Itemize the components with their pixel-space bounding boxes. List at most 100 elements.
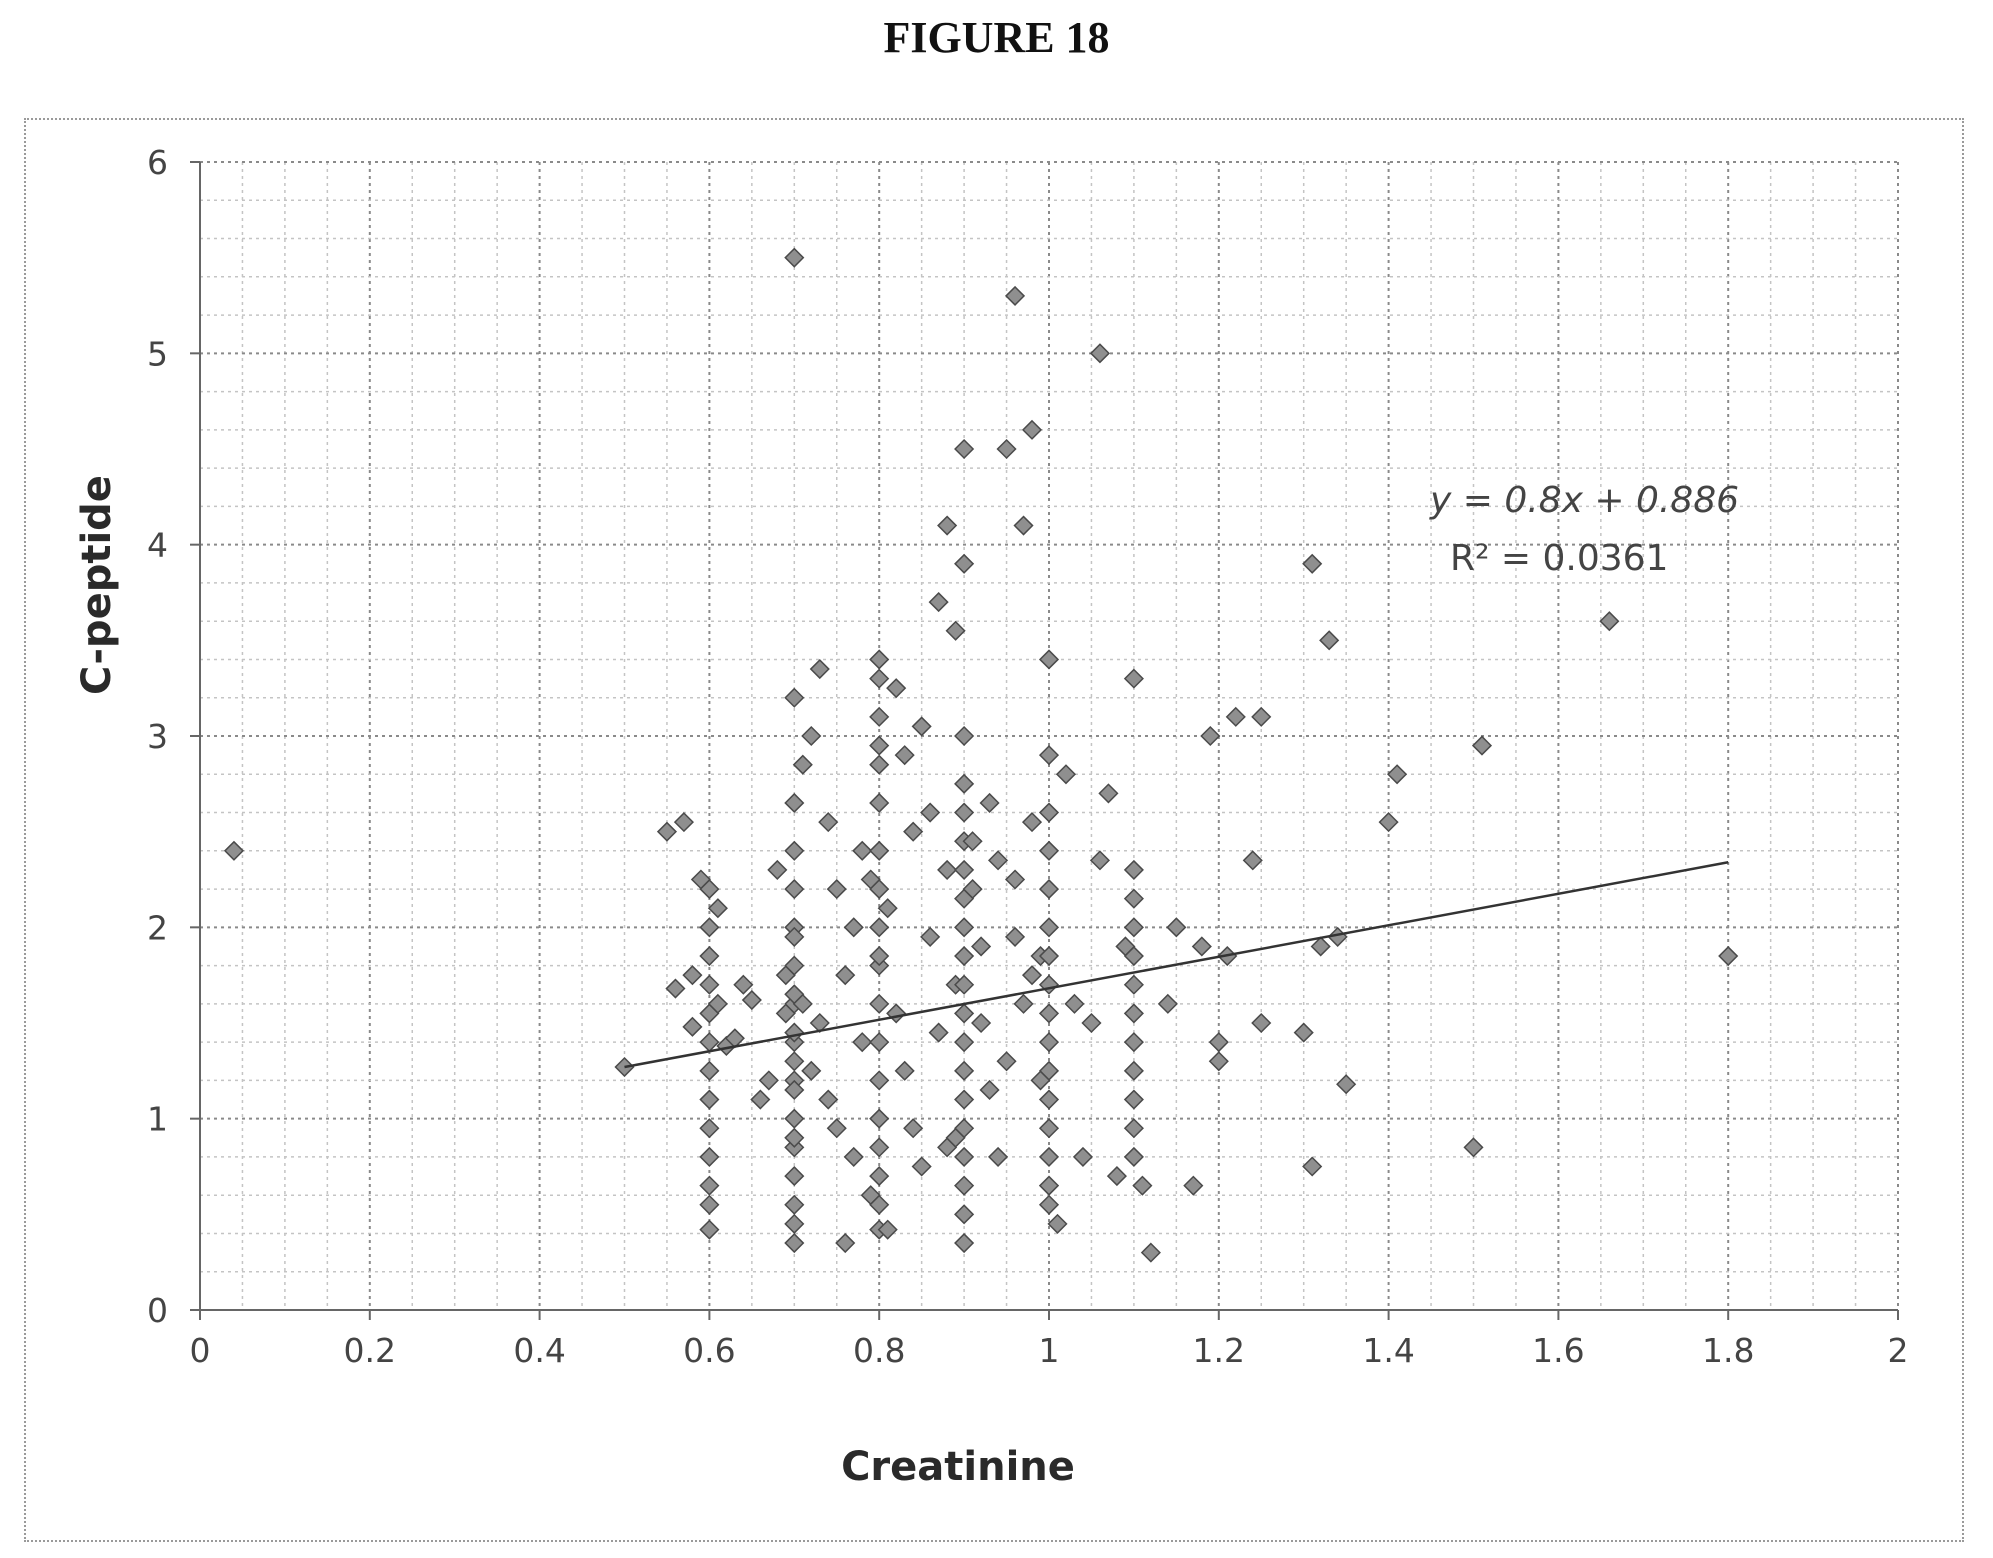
data-point: [656, 821, 678, 842]
data-point: [1038, 802, 1060, 823]
data-point: [1021, 812, 1043, 833]
data-point: [1038, 1194, 1060, 1215]
data-point: [784, 1051, 805, 1072]
data-point: [784, 687, 805, 708]
data-point: [894, 1060, 915, 1081]
data-point: [1021, 419, 1043, 440]
data-point: [1038, 1032, 1060, 1053]
data-point: [954, 553, 975, 574]
data-point: [1123, 917, 1144, 938]
data-point: [673, 812, 694, 833]
data-point: [792, 993, 813, 1014]
data-point: [996, 438, 1017, 460]
data-point: [1718, 945, 1739, 967]
data-point: [1123, 1060, 1144, 1081]
data-point: [1038, 649, 1060, 670]
data-points: [223, 247, 1739, 1263]
data-point: [911, 716, 932, 737]
data-point: [682, 965, 703, 986]
data-point: [707, 898, 728, 919]
x-tick-label: 1.2: [1193, 1331, 1245, 1370]
data-point: [869, 993, 890, 1014]
data-point: [869, 1070, 890, 1091]
data-point: [869, 1108, 890, 1129]
data-point: [971, 1012, 992, 1034]
data-point: [954, 1146, 975, 1167]
data-point: [1038, 1175, 1060, 1196]
data-point: [1038, 917, 1060, 938]
data-point: [699, 1175, 720, 1196]
data-point: [962, 879, 983, 900]
y-axis-label: C-peptide: [74, 475, 120, 695]
data-point: [937, 515, 958, 536]
data-point: [894, 745, 915, 766]
data-point: [1123, 1146, 1144, 1167]
y-tick-label: 0: [147, 1291, 168, 1330]
data-point: [954, 1204, 975, 1225]
data-point: [954, 725, 975, 747]
data-point: [1038, 879, 1060, 900]
data-point: [1038, 1118, 1060, 1139]
data-point: [1310, 936, 1331, 957]
data-point: [886, 1003, 907, 1024]
data-point: [699, 1146, 720, 1167]
y-tick-label: 6: [147, 143, 168, 182]
data-point: [1251, 1012, 1272, 1034]
data-point: [1123, 859, 1144, 880]
data-point: [869, 649, 890, 670]
data-point: [869, 1194, 890, 1215]
data-point: [1013, 515, 1034, 536]
data-point: [1140, 1242, 1161, 1263]
x-tick-label: 1.8: [1702, 1331, 1754, 1370]
data-point: [1191, 936, 1212, 957]
data-point: [1208, 1032, 1229, 1053]
data-point: [869, 792, 890, 814]
data-point: [784, 1213, 805, 1234]
data-point: [699, 1032, 720, 1053]
x-tick-label: 1.4: [1362, 1331, 1414, 1370]
data-point: [979, 792, 1000, 814]
data-point: [869, 917, 890, 938]
data-point: [877, 898, 898, 919]
data-point: [928, 1022, 949, 1043]
data-point: [1106, 1166, 1127, 1187]
x-tick-label: 0.8: [853, 1331, 905, 1370]
data-point: [1599, 611, 1620, 632]
chart-frame: 0 0.2 0.4 0.6 0.8 1 1.2 1.4 1.6 1.8 2 0 1 2 3 4 5 6 Creat…: [24, 118, 1964, 1542]
data-point: [1471, 735, 1493, 756]
y-tick-label: 1: [147, 1100, 168, 1139]
data-point: [1208, 1051, 1229, 1072]
data-point: [826, 879, 847, 900]
data-point: [1038, 1060, 1060, 1081]
data-point: [928, 592, 949, 613]
data-point: [1013, 993, 1034, 1014]
data-point: [1089, 850, 1111, 871]
data-point: [996, 1051, 1017, 1072]
data-point: [1038, 974, 1060, 995]
data-point: [1123, 888, 1144, 909]
data-point: [954, 1232, 975, 1254]
data-point: [699, 945, 720, 967]
data-point: [826, 1118, 847, 1139]
data-point: [707, 993, 728, 1014]
data-point: [784, 955, 805, 976]
figure-title: FIGURE 18: [883, 13, 1110, 62]
data-point: [818, 812, 839, 833]
data-point: [784, 1232, 805, 1254]
data-point: [1123, 1032, 1144, 1053]
data-point: [869, 706, 890, 727]
data-point: [784, 840, 805, 861]
x-tick-label: 2: [1888, 1331, 1909, 1370]
data-point: [869, 840, 890, 861]
data-point: [1123, 668, 1144, 689]
x-tick-label: 0.2: [344, 1331, 396, 1370]
data-point: [954, 1060, 975, 1081]
data-point: [784, 879, 805, 900]
data-point: [1166, 917, 1187, 938]
data-point: [1123, 1118, 1144, 1139]
data-point: [869, 945, 890, 967]
data-point: [801, 1060, 822, 1081]
data-point: [971, 936, 992, 957]
data-point: [1004, 285, 1026, 306]
data-point: [954, 802, 975, 823]
